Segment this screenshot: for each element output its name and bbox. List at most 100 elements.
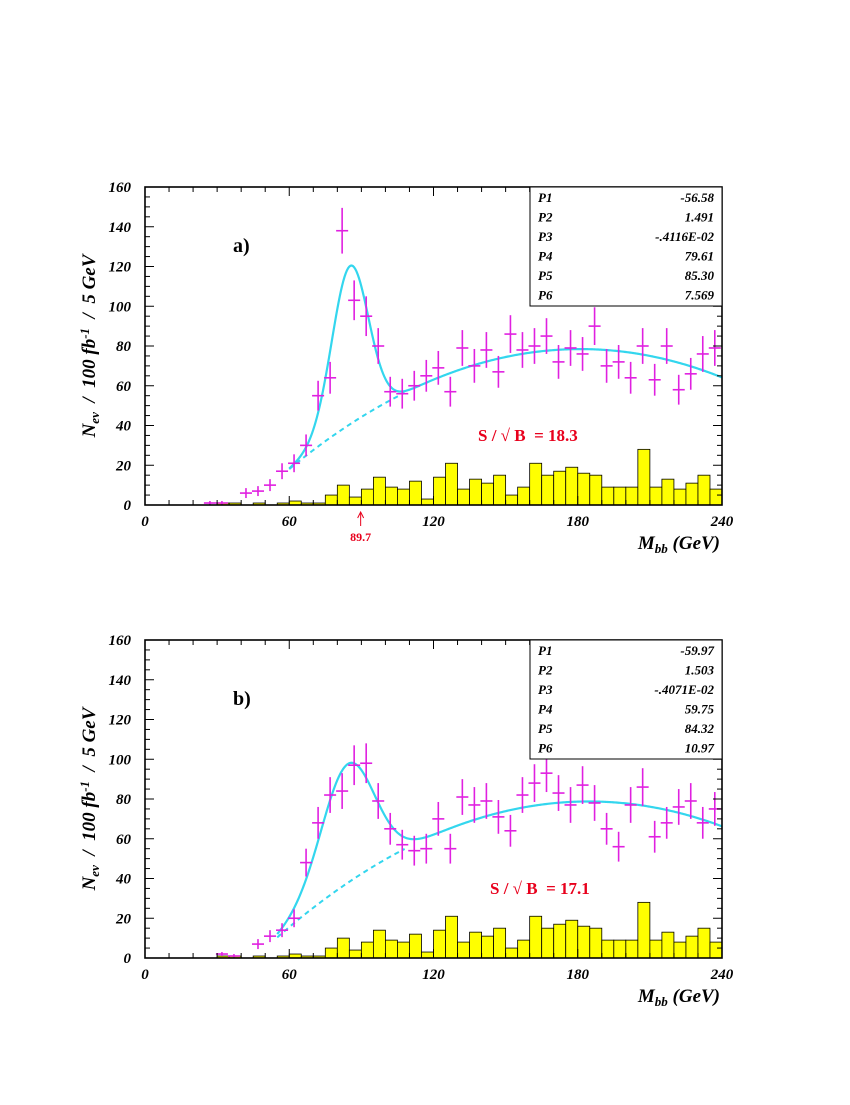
data-point (672, 789, 685, 825)
data-point (300, 848, 313, 877)
x-axis-label-part: bb (655, 994, 669, 1009)
data-point (660, 328, 673, 364)
y-tick-label: 0 (124, 498, 132, 514)
data-point (492, 355, 505, 388)
data-point (636, 768, 649, 806)
y-tick-label: 140 (109, 673, 132, 689)
data-point (696, 336, 709, 372)
histogram-bar (445, 915, 458, 959)
data-point (336, 207, 349, 254)
data-point (420, 359, 433, 392)
histogram-bar (409, 480, 422, 506)
background-fit-dashed-curve (276, 848, 406, 939)
data-point (408, 835, 421, 866)
data-point (276, 923, 289, 938)
data-point (516, 332, 529, 368)
histogram-bar (589, 474, 603, 506)
fit-param-value: 1.503 (685, 663, 715, 678)
data-point (552, 345, 565, 379)
histogram-bar (336, 937, 350, 959)
histogram-bar (469, 478, 482, 506)
x-tick-label: 0 (141, 967, 149, 983)
y-tick-label: 120 (109, 260, 132, 276)
x-axis-label-part: bb (655, 541, 669, 556)
y-axis-label-part: ev (87, 412, 102, 424)
histogram-bar (709, 488, 723, 506)
y-axis-label: Nev / 100 fb-1 / 5 GeV (77, 706, 102, 891)
y-axis-label-part: -1 (77, 781, 92, 792)
histogram-bar (673, 941, 687, 959)
data-point (432, 350, 445, 385)
y-axis-label-part: N (79, 422, 100, 438)
fit-param-value: -59.97 (680, 643, 714, 658)
fit-param-value: 84.32 (685, 721, 715, 736)
fit-param-value: 85.30 (685, 268, 715, 283)
y-tick-label: 40 (115, 872, 132, 888)
fit-param-value: -56.58 (680, 190, 714, 205)
histogram-bar (505, 494, 519, 506)
histogram-bar (565, 919, 579, 959)
histogram-bar (637, 901, 651, 959)
fit-param-value: 10.97 (685, 741, 715, 756)
data-point (600, 348, 613, 383)
x-axis-label-part: M (637, 533, 656, 554)
x-axis: 0 60 120 180 240 (141, 640, 734, 983)
data-point (372, 783, 385, 819)
y-axis-label-part: N (79, 875, 100, 891)
fit-param-value: 79.61 (685, 249, 714, 264)
background-histogram (216, 448, 723, 506)
data-point (588, 307, 601, 346)
histogram-bar (529, 462, 543, 506)
histogram-bar (541, 474, 555, 506)
histogram-bar (685, 482, 699, 506)
fit-parameters-box: P1 -59.97 P2 1.503 P3 -.4071E-02 P4 59.75 P5 84.3… (529, 639, 723, 760)
data-point (360, 296, 373, 337)
data-point (564, 330, 577, 366)
histogram-bar (541, 927, 555, 959)
histogram-bar (372, 476, 386, 506)
data-point (528, 328, 541, 364)
histogram-bar (372, 929, 386, 959)
y-tick-label: 20 (115, 458, 132, 474)
data-point (468, 348, 481, 383)
histogram-bar (324, 947, 338, 959)
histogram-bar (697, 927, 711, 959)
histogram-bar (529, 915, 543, 959)
y-axis-label-part: ev (87, 865, 102, 877)
data-point (251, 939, 265, 950)
data-point (528, 764, 541, 802)
x-tick-label: 180 (567, 967, 590, 983)
data-point (288, 909, 301, 928)
y-tick-label: 40 (115, 419, 132, 435)
histogram-bar (385, 486, 398, 506)
histogram-bar (409, 933, 422, 959)
y-tick-label: 140 (109, 220, 132, 236)
histogram-bar (397, 488, 410, 506)
fit-param-name: P5 (538, 721, 553, 736)
data-points (203, 207, 721, 505)
data-point (444, 833, 457, 864)
data-point (516, 777, 529, 813)
panel-label: a) (233, 235, 250, 257)
y-tick-label: 100 (109, 299, 132, 315)
data-point (384, 376, 397, 407)
data-point (360, 743, 373, 784)
histogram-bar (577, 925, 591, 959)
data-point (612, 345, 625, 379)
histogram-bar (553, 470, 567, 506)
y-tick-label: 100 (109, 752, 132, 768)
data-point (504, 315, 517, 353)
data-point (588, 785, 601, 821)
histogram-bar (661, 478, 675, 506)
fit-parameters-box: P1 -56.58 P2 1.491 P3 -.4116E-02 P4 79.61 P5 85.3… (529, 186, 723, 307)
fit-param-value: 59.75 (685, 702, 715, 717)
histogram-bar (348, 949, 362, 959)
data-point (251, 486, 265, 497)
data-point (456, 330, 469, 366)
data-point (324, 361, 337, 394)
data-point (540, 318, 553, 354)
fit-param-value: 1.491 (685, 210, 714, 225)
significance-annotation: S / √ B = 18.3 (478, 426, 578, 445)
data-point (540, 754, 553, 793)
